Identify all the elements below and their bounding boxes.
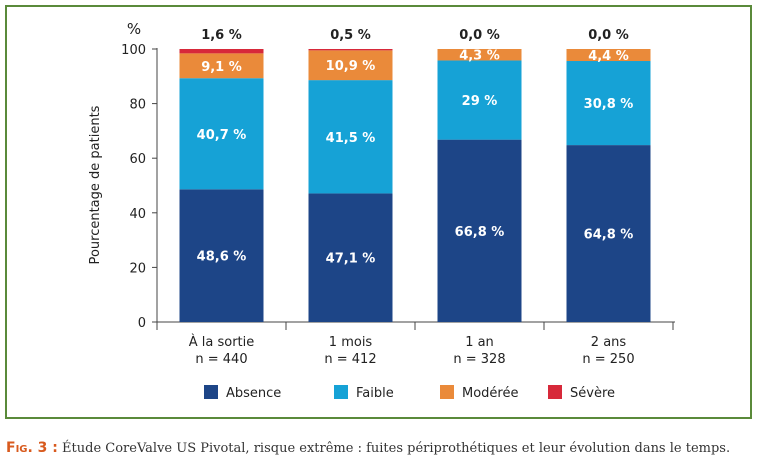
y-axis-title: Pourcentage de patients: [88, 105, 103, 264]
x-tick-label: 1 an: [465, 335, 494, 350]
legend-swatch: [440, 385, 454, 399]
y-tick-label: 80: [129, 98, 146, 113]
data-label: 29 %: [462, 94, 498, 109]
legend-label: Faible: [356, 386, 394, 401]
bar-segment-sévère: [179, 49, 264, 54]
bar-segment-sévère: [308, 49, 393, 51]
bar-segment-modérée: [566, 49, 651, 62]
y-tick-label: 60: [129, 152, 146, 167]
bar-segment-absence: [566, 145, 651, 322]
bar-segment-absence: [179, 189, 264, 322]
data-label: 10,9 %: [326, 59, 376, 74]
x-tick-n-label: n = 328: [453, 352, 505, 367]
stacked-bar-chart: % Pourcentage de patients 0 20 40 60 80 100 4…: [88, 20, 675, 401]
caption-text: Étude CoreValve US Pivotal, risque extrê…: [62, 441, 731, 456]
legend-label: Sévère: [570, 386, 615, 401]
y-ticks: 0 20 40 60 80 100: [121, 43, 157, 331]
data-label: 66,8 %: [455, 225, 505, 240]
y-unit-label: %: [127, 20, 141, 38]
caption-label: Fig. 3 :: [6, 440, 58, 456]
bar-segment-modérée: [308, 50, 393, 81]
data-label: 40,7 %: [197, 128, 247, 143]
x-tick-n-label: n = 412: [324, 352, 376, 367]
bar-segment-faible: [566, 61, 651, 146]
bars: 48,6 % 40,7 % 9,1 % 1,6 % 47,1 % 41,5 % 10,9 %…: [179, 28, 651, 322]
data-label: 4,4 %: [588, 49, 629, 64]
data-label: 0,0 %: [588, 28, 629, 43]
data-label: 0,0 %: [459, 28, 500, 43]
y-tick-label: 20: [129, 261, 146, 276]
x-tick-n-label: n = 250: [582, 352, 634, 367]
legend-label: Modérée: [462, 386, 518, 401]
x-tick-label: 1 mois: [329, 335, 373, 350]
legend-label: Absence: [226, 386, 281, 401]
legend: Absence Faible Modérée Sévère: [204, 385, 615, 401]
x-labels: À la sortie n = 440 1 mois n = 412 1 an n = 3…: [156, 322, 674, 367]
legend-swatch: [334, 385, 348, 399]
bar-segment-faible: [437, 60, 522, 140]
figure-caption: Fig. 3 : Étude CoreValve US Pivotal, ris…: [6, 440, 756, 456]
legend-swatch: [204, 385, 218, 399]
y-tick-label: 40: [129, 207, 146, 222]
bar-segment-modérée: [437, 49, 522, 61]
data-label: 4,3 %: [459, 49, 500, 64]
data-label: 0,5 %: [330, 28, 371, 43]
bar-segment-faible: [308, 80, 393, 194]
x-tick-n-label: n = 440: [195, 352, 247, 367]
data-label: 1,6 %: [201, 28, 242, 43]
bar-segment-modérée: [179, 53, 264, 79]
data-label: 47,1 %: [326, 252, 376, 267]
bar-segment-absence: [308, 193, 393, 322]
data-label: 30,8 %: [584, 97, 634, 112]
y-tick-label: 100: [121, 43, 146, 58]
x-tick-label: 2 ans: [591, 335, 627, 350]
y-tick-label: 0: [138, 316, 146, 331]
data-label: 9,1 %: [201, 60, 242, 75]
x-tick-label: À la sortie: [189, 334, 255, 350]
data-label: 48,6 %: [197, 250, 247, 265]
data-label: 64,8 %: [584, 228, 634, 243]
bar-segment-absence: [437, 139, 522, 322]
bar-segment-faible: [179, 78, 264, 190]
legend-swatch: [548, 385, 562, 399]
data-label: 41,5 %: [326, 131, 376, 146]
